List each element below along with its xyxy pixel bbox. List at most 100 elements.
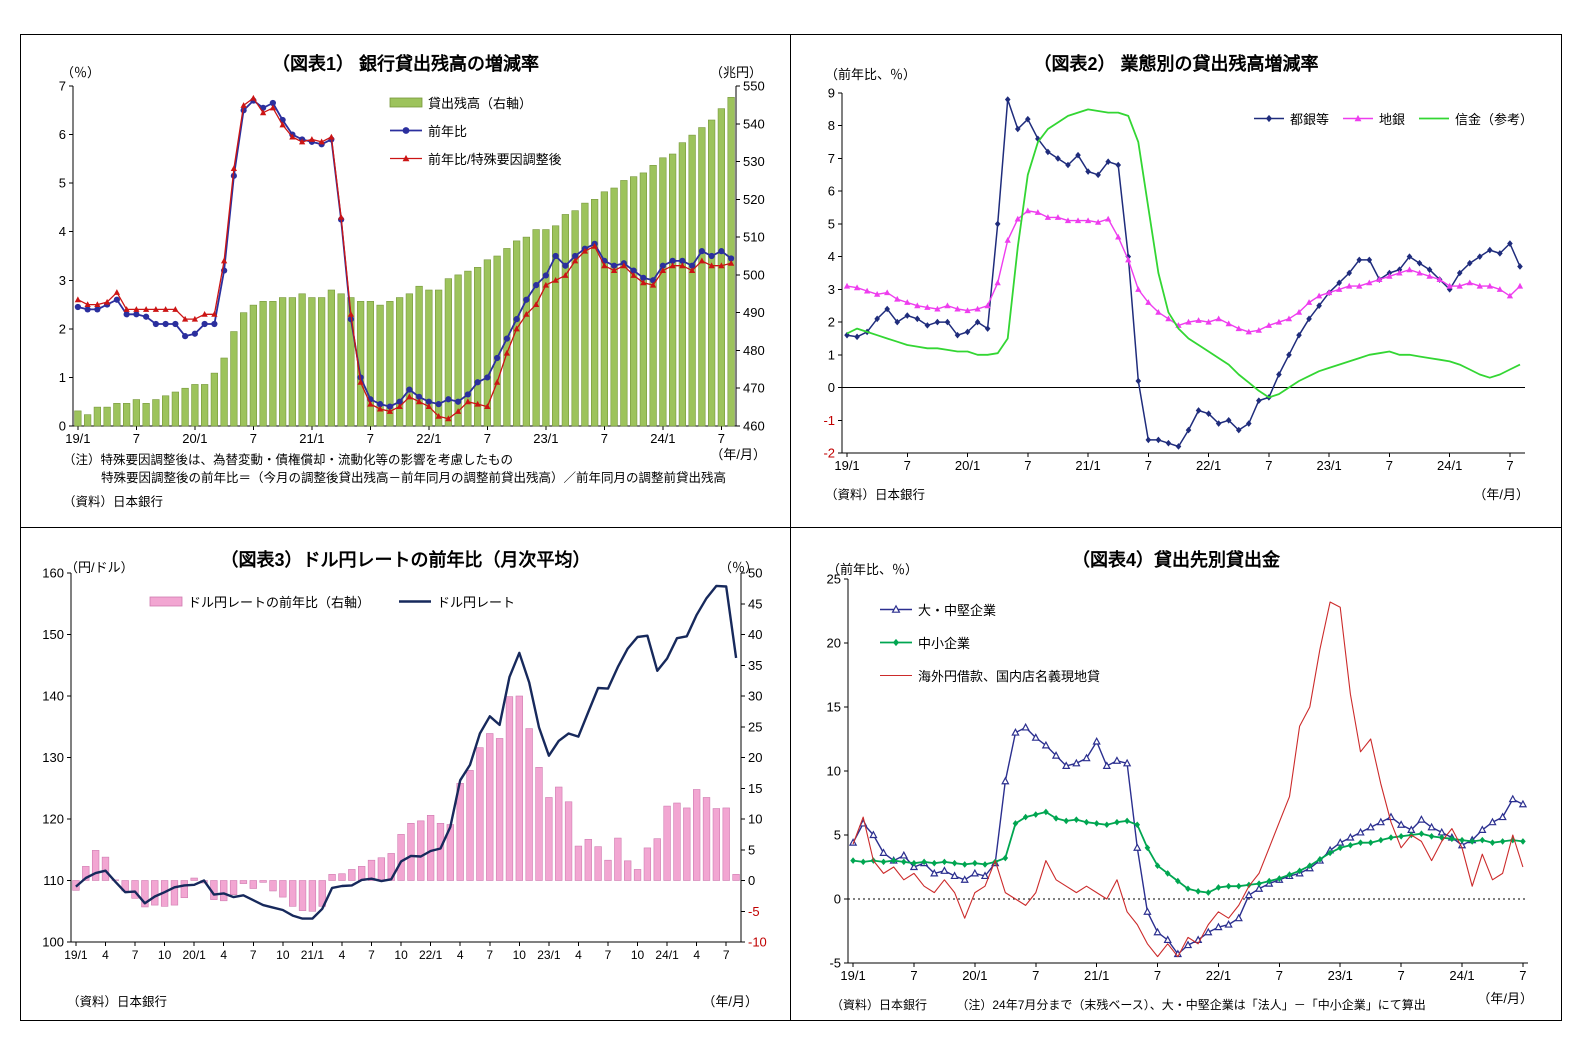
svg-text:10: 10 (631, 948, 645, 962)
svg-text:7: 7 (910, 968, 917, 983)
svg-text:4: 4 (693, 948, 700, 962)
svg-text:7: 7 (133, 431, 140, 446)
figure4-panel: （図表4）貸出先別貸出金 （前年比、％） -5 0 5 10 15 20 25 19/1 7 20… (791, 527, 1561, 1020)
legend-label: 海外円借款、国内店名義現地貸 (918, 668, 1101, 684)
svg-text:120: 120 (42, 811, 64, 826)
figure3-legend: ドル円レートの前年比（右軸） ドル円レート (149, 592, 515, 611)
svg-text:15: 15 (748, 780, 762, 795)
svg-text:10: 10 (276, 948, 290, 962)
figure2-panel: （図表2） 業態別の貸出残高増減率 （前年比、％） -2 -1 0 1 2 3 4 5 6 7 8 9… (791, 35, 1561, 528)
legend-label: 信金（参考） (1454, 112, 1533, 127)
figure2-left-axis-unit: （前年比、％） (825, 67, 917, 82)
figure4-title: （図表4）貸出先別貸出金 (1071, 549, 1280, 570)
svg-text:-2: -2 (823, 446, 835, 461)
figure4-source: （資料）日本銀行 (831, 997, 928, 1012)
svg-text:19/1: 19/1 (65, 431, 90, 446)
note-line-1: （注）特殊要因調整後は、為替変動・債権償却・流動化等の影響を考慮したもの (63, 453, 514, 467)
legend-item-overseas-yen-loans: 海外円借款、国内店名義現地貸 (879, 666, 1100, 685)
svg-text:3: 3 (828, 282, 835, 297)
svg-text:0: 0 (828, 380, 835, 395)
legend-item-yoy: 前年比 (389, 121, 562, 140)
figure3-chart: 100 110 120 130 140 150 160 -10 -5 0 5 10 15 20 25 30 35… (42, 565, 767, 962)
svg-text:20/1: 20/1 (955, 458, 980, 473)
svg-text:7: 7 (132, 948, 139, 962)
legend-item-loan-balance: 貸出残高（右軸） (389, 93, 562, 112)
svg-text:130: 130 (42, 750, 64, 765)
figure2-source: （資料）日本銀行 (825, 488, 926, 502)
svg-text:10: 10 (394, 948, 408, 962)
legend-item-yoy-adjusted: 前年比/特殊要因調整後 (389, 149, 562, 168)
figure1-legend: 貸出残高（右軸） 前年比 前年比/特殊要因調整後 (389, 93, 562, 168)
figure2-title: （図表2） 業態別の貸出残高増減率 (1033, 54, 1319, 74)
svg-text:35: 35 (748, 657, 762, 672)
svg-text:7: 7 (1398, 968, 1405, 983)
svg-text:24/1: 24/1 (1437, 458, 1462, 473)
legend-label: 貸出残高（右軸） (428, 96, 533, 111)
svg-text:7: 7 (723, 948, 730, 962)
svg-text:-1: -1 (823, 413, 835, 428)
svg-text:22/1: 22/1 (1206, 968, 1231, 983)
svg-text:520: 520 (743, 192, 765, 207)
svg-text:5: 5 (828, 216, 835, 231)
legend-item-shinkin: 信金（参考） (1418, 109, 1533, 128)
figure1-panel: （図表1） 銀行貸出残高の増減率 （％） （兆円） 0 1 2 3 4 5 6 7 460 470… (21, 35, 791, 528)
figure3-x-unit: （年/月） (702, 993, 758, 1009)
figure4-legend: 大・中堅企業 中小企業 海外円借款、国内店名義現地貸 (879, 600, 1100, 685)
figure3-left-axis-unit: （円/ドル） (65, 559, 134, 575)
legend-label: ドル円レートの前年比（右軸） (188, 594, 371, 610)
svg-text:100: 100 (42, 934, 64, 949)
svg-text:0: 0 (59, 419, 66, 434)
line-swatch-icon (880, 674, 912, 676)
figure4-x-unit: （年/月） (1477, 990, 1533, 1006)
legend-label: 地銀 (1378, 112, 1405, 127)
svg-text:25: 25 (748, 719, 762, 734)
figure4-chart: -5 0 5 10 15 20 25 19/1 7 20/1 7 21/1 7 22/1 7 23/1 7 24/… (827, 571, 1528, 983)
svg-text:24/1: 24/1 (650, 431, 675, 446)
legend-item-usdjpy-rate: ドル円レート (398, 592, 515, 611)
svg-text:4: 4 (828, 249, 835, 264)
svg-text:10: 10 (827, 763, 841, 778)
svg-text:21/1: 21/1 (1075, 458, 1100, 473)
svg-text:20: 20 (748, 750, 762, 765)
svg-text:4: 4 (102, 948, 109, 962)
svg-text:0: 0 (834, 891, 841, 906)
svg-text:7: 7 (605, 948, 612, 962)
figure2-chart: -2 -1 0 1 2 3 4 5 6 7 8 9 19/1 7 20/1 7 21/1 7 22/1 7 23/1 7 2… (823, 86, 1525, 473)
line-triangle-swatch-icon (1342, 114, 1373, 122)
svg-text:500: 500 (743, 267, 765, 282)
bar-swatch-icon (149, 596, 183, 606)
legend-label: 前年比/特殊要因調整後 (428, 152, 562, 167)
svg-text:1: 1 (828, 347, 835, 362)
svg-text:480: 480 (743, 343, 765, 358)
svg-text:19/1: 19/1 (840, 968, 865, 983)
svg-text:7: 7 (828, 151, 835, 166)
svg-text:7: 7 (367, 431, 374, 446)
svg-text:7: 7 (368, 948, 375, 962)
legend-label: ドル円レート (437, 594, 516, 610)
svg-text:7: 7 (486, 948, 493, 962)
note-line-2: 特殊要因調整後の前年比＝（今月の調整後貸出残高－前年同月の調整前貸出残高）／前年… (101, 470, 727, 485)
svg-text:2: 2 (59, 321, 66, 336)
svg-text:24/1: 24/1 (655, 948, 679, 962)
svg-text:-5: -5 (748, 903, 760, 918)
svg-text:7: 7 (1145, 458, 1152, 473)
svg-text:21/1: 21/1 (299, 431, 324, 446)
figure3-panel: （図表3）ドル円レートの前年比（月次平均） （円/ドル） （％） 100 110 1… (21, 527, 791, 1020)
svg-text:490: 490 (743, 305, 765, 320)
svg-text:7: 7 (484, 431, 491, 446)
figure3-right-axis-unit: （％） (718, 559, 758, 575)
legend-label: 前年比 (428, 124, 468, 139)
legend-item-regional-banks: 地銀 (1342, 109, 1405, 128)
svg-text:0: 0 (748, 873, 755, 888)
figure4-left-axis-unit: （前年比、％） (827, 561, 919, 577)
svg-text:6: 6 (828, 184, 835, 199)
svg-text:2: 2 (828, 315, 835, 330)
svg-text:40: 40 (748, 627, 762, 642)
figure2-legend: 都銀等 地銀 信金（参考） (1253, 109, 1533, 128)
figure4-note: （注）24年7月分まで（末残ベース）、大・中堅企業は「法人」－「中小企業」にて算… (956, 997, 1426, 1012)
svg-text:15: 15 (827, 699, 841, 714)
svg-text:5: 5 (59, 176, 66, 191)
svg-text:7: 7 (718, 431, 725, 446)
line-diamond-swatch-icon (1253, 114, 1284, 123)
svg-text:540: 540 (743, 116, 765, 131)
